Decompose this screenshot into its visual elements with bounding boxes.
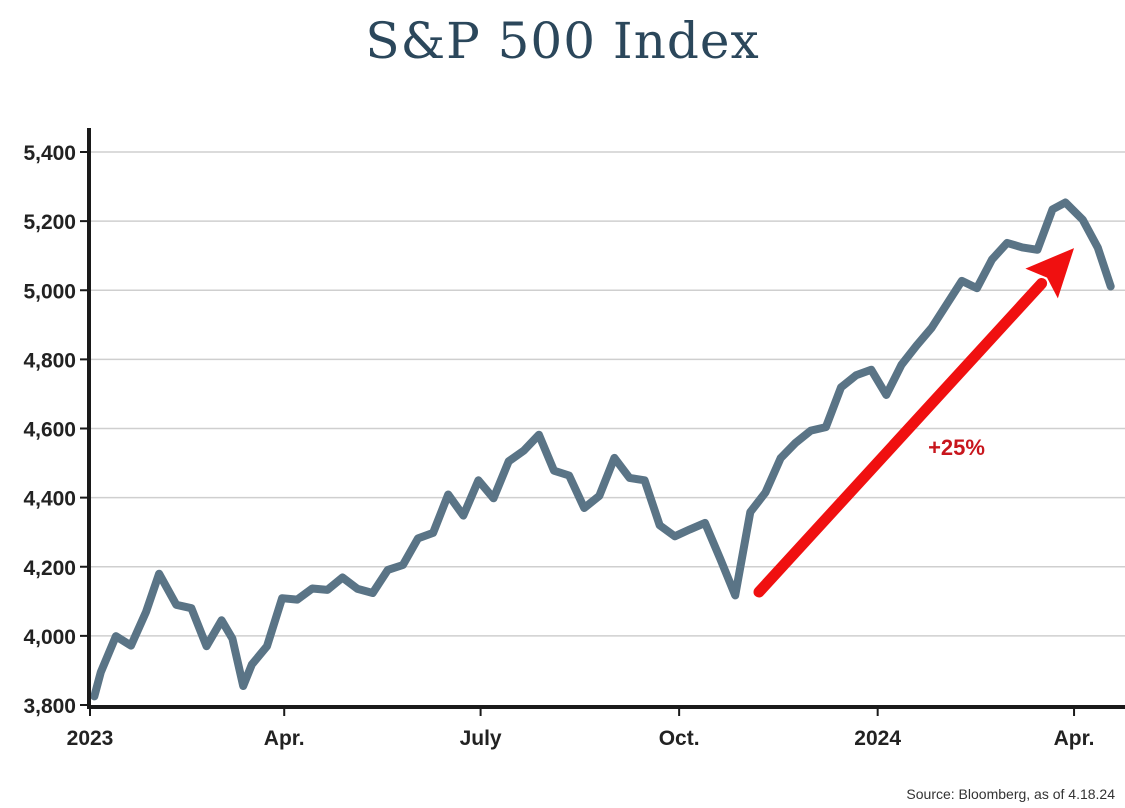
x-tick-label: Oct. [659,727,700,750]
annotation-label: +25% [928,435,985,460]
x-tick-label: Apr. [264,727,305,750]
arrow-head [1025,248,1075,299]
x-axis-ticks: 2023 Apr. July Oct. 2024 Apr. [67,707,1095,750]
annotations: +25% [753,248,1075,598]
x-tick-label: 2024 [854,727,901,750]
y-axis-ticks: 3,800 4,000 4,200 4,400 4,600 4,800 5,000 5,200… [23,142,89,718]
y-tick-label: 4,800 [23,349,76,372]
y-tick-label: 4,200 [23,557,76,580]
y-tick-label: 3,800 [23,695,76,718]
y-tick-label: 5,200 [23,211,76,234]
x-tick-label: 2023 [67,727,114,750]
y-tick-label: 4,000 [23,626,76,649]
source-note: Source: Bloomberg, as of 4.18.24 [906,786,1115,802]
y-tick-label: 4,400 [23,488,76,511]
gridlines [89,151,1125,637]
chart-title: S&P 500 Index [365,12,760,70]
sp500-line [90,198,1115,701]
x-tick-label: Apr. [1054,727,1095,750]
y-tick-label: 5,000 [23,280,76,303]
y-tick-label: 4,600 [23,419,76,442]
arrow-shaft [753,277,1048,598]
y-tick-label: 5,400 [23,142,76,165]
x-tick-label: July [460,727,502,750]
